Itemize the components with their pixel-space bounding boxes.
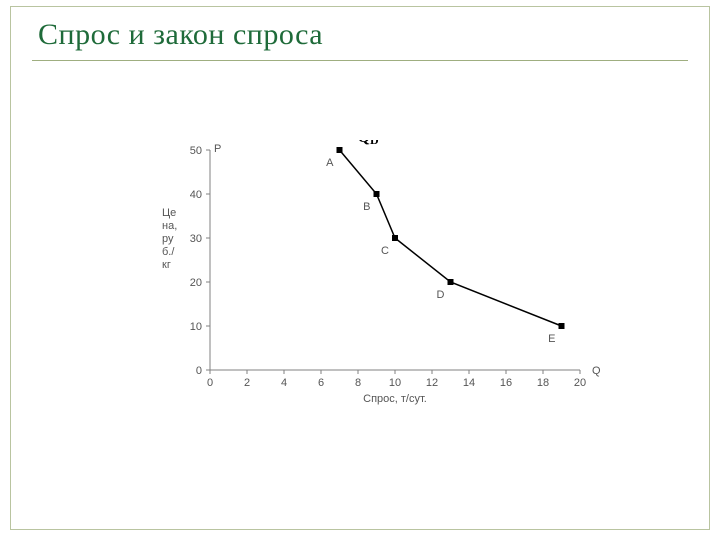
x-axis-label: Спрос, т/сут. <box>363 393 427 405</box>
data-point-marker <box>392 235 398 241</box>
y-tick-label: 40 <box>190 189 202 201</box>
y-axis-title-line: б./ <box>162 246 175 258</box>
y-axis-title-line: на, <box>162 220 177 232</box>
data-point-label: D <box>437 289 445 301</box>
data-point-label: C <box>381 245 389 257</box>
x-tick-label: 0 <box>207 377 213 389</box>
demand-chart-svg: 0 2 4 6 8 10 12 14 16 18 20 Спрос, т/сут. Q 0 10 20 30 40… <box>150 140 610 420</box>
x-tick-label: 6 <box>318 377 324 389</box>
y-tick-label: 10 <box>190 321 202 333</box>
x-tick-label: 14 <box>463 377 475 389</box>
x-tick-label: 10 <box>389 377 401 389</box>
y-axis-title-line: кг <box>162 259 171 271</box>
demand-chart: 0 2 4 6 8 10 12 14 16 18 20 Спрос, т/сут. Q 0 10 20 30 40… <box>150 140 610 420</box>
y-axis-title-line: Це <box>162 207 176 219</box>
x-axis-end-label: Q <box>592 365 601 377</box>
x-tick-label: 18 <box>537 377 549 389</box>
slide-title: Спрос и закон спроса <box>38 18 323 52</box>
data-point-label: B <box>363 201 370 213</box>
x-tick-label: 2 <box>244 377 250 389</box>
demand-curve <box>340 150 562 326</box>
x-tick-label: 12 <box>426 377 438 389</box>
data-point-marker <box>559 323 565 329</box>
y-tick-label: 30 <box>190 233 202 245</box>
x-tick-label: 20 <box>574 377 586 389</box>
y-tick-label: 20 <box>190 277 202 289</box>
data-point-marker <box>448 279 454 285</box>
x-tick-label: 8 <box>355 377 361 389</box>
y-axis-top-label: P <box>214 143 221 155</box>
y-tick-label: 50 <box>190 145 202 157</box>
y-tick-label: 0 <box>196 365 202 377</box>
series-label: QD <box>358 140 379 147</box>
x-tick-label: 16 <box>500 377 512 389</box>
data-point-marker <box>337 147 343 153</box>
data-point-marker <box>374 191 380 197</box>
x-tick-label: 4 <box>281 377 287 389</box>
title-underline <box>32 60 688 61</box>
y-axis-title-line: ру <box>162 233 174 245</box>
data-point-label: E <box>548 333 555 345</box>
slide: Спрос и закон спроса 0 2 4 6 8 10 12 14 16 18 20 Сп… <box>0 0 720 540</box>
data-point-label: A <box>326 157 334 169</box>
